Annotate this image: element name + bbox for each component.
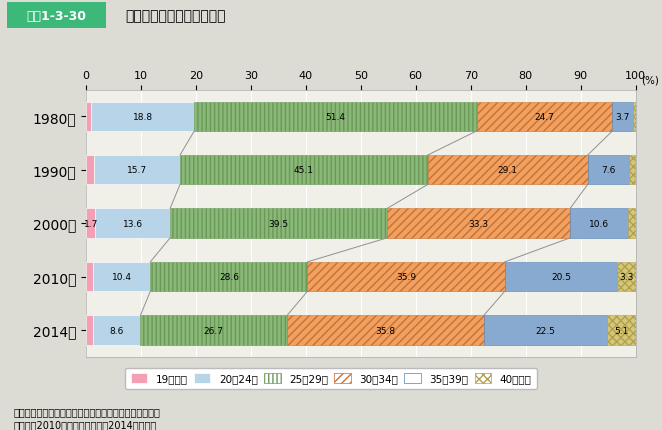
- Legend: 19歳以下, 20〜24歳, 25〜29歳, 30〜34歳, 35〜39歳, 40歳以上: 19歳以下, 20〜24歳, 25〜29歳, 30〜34歳, 35〜39歳, 4…: [125, 368, 537, 389]
- Bar: [195, 102, 477, 132]
- Bar: [588, 156, 630, 185]
- Text: 資料：厚生労働省大臣官房統計情報部「人口動態統計」: 資料：厚生労働省大臣官房統計情報部「人口動態統計」: [13, 406, 160, 416]
- Bar: [95, 209, 170, 238]
- Bar: [588, 156, 630, 185]
- Bar: [93, 316, 140, 345]
- Bar: [170, 209, 387, 238]
- Text: 10.6: 10.6: [589, 219, 609, 228]
- Text: 図表1-3-30: 図表1-3-30: [26, 9, 86, 23]
- Bar: [504, 262, 618, 292]
- Bar: [618, 262, 636, 292]
- Text: 29.1: 29.1: [498, 166, 518, 175]
- Bar: [628, 209, 636, 238]
- Text: 20.5: 20.5: [551, 273, 571, 281]
- Bar: [628, 209, 636, 238]
- Bar: [630, 156, 635, 185]
- Bar: [307, 262, 504, 292]
- Text: 18.8: 18.8: [132, 113, 153, 121]
- Text: 1.7: 1.7: [83, 219, 98, 228]
- Text: 5.1: 5.1: [614, 326, 629, 335]
- Bar: [180, 156, 428, 185]
- Bar: [633, 102, 636, 132]
- Bar: [608, 316, 636, 345]
- Bar: [195, 102, 477, 132]
- Bar: [150, 262, 307, 292]
- Text: 10.4: 10.4: [112, 273, 132, 281]
- Text: 35.8: 35.8: [375, 326, 396, 335]
- Bar: [484, 316, 608, 345]
- Bar: [630, 156, 635, 185]
- Bar: [612, 102, 633, 132]
- Bar: [94, 156, 180, 185]
- Text: 3.3: 3.3: [619, 273, 634, 281]
- Bar: [86, 316, 93, 345]
- Text: 26.7: 26.7: [204, 326, 224, 335]
- Bar: [287, 316, 484, 345]
- Bar: [504, 262, 618, 292]
- Text: 39.5: 39.5: [269, 219, 289, 228]
- Bar: [387, 209, 570, 238]
- Bar: [86, 262, 93, 292]
- Text: 45.1: 45.1: [294, 166, 314, 175]
- Bar: [570, 209, 628, 238]
- Bar: [180, 156, 428, 185]
- Bar: [570, 209, 628, 238]
- Text: 13.6: 13.6: [122, 219, 143, 228]
- Bar: [140, 316, 287, 345]
- Bar: [618, 262, 636, 292]
- Bar: [140, 316, 287, 345]
- FancyBboxPatch shape: [7, 3, 106, 29]
- Text: 7.6: 7.6: [601, 166, 616, 175]
- Text: 22.5: 22.5: [536, 326, 555, 335]
- Text: 3.7: 3.7: [616, 113, 630, 121]
- Bar: [93, 262, 150, 292]
- Text: 51.4: 51.4: [326, 113, 346, 121]
- Bar: [633, 102, 636, 132]
- Bar: [287, 316, 484, 345]
- Text: （注）　2010年までは確定数、2014年は概数: （注） 2010年までは確定数、2014年は概数: [13, 419, 156, 429]
- Bar: [86, 156, 94, 185]
- Text: 15.7: 15.7: [127, 166, 147, 175]
- Bar: [477, 102, 612, 132]
- Bar: [484, 316, 608, 345]
- Text: 8.6: 8.6: [110, 326, 124, 335]
- Text: 母の年齢別出生割合の推移: 母の年齢別出生割合の推移: [126, 9, 226, 23]
- Bar: [428, 156, 588, 185]
- Bar: [612, 102, 633, 132]
- Bar: [387, 209, 570, 238]
- Text: 35.9: 35.9: [396, 273, 416, 281]
- Text: (%): (%): [641, 75, 659, 85]
- Bar: [91, 102, 195, 132]
- Bar: [150, 262, 307, 292]
- Text: 28.6: 28.6: [219, 273, 239, 281]
- Bar: [477, 102, 612, 132]
- Bar: [608, 316, 636, 345]
- Bar: [428, 156, 588, 185]
- Bar: [86, 209, 95, 238]
- Text: 24.7: 24.7: [535, 113, 555, 121]
- Bar: [307, 262, 504, 292]
- Bar: [170, 209, 387, 238]
- Text: 33.3: 33.3: [469, 219, 489, 228]
- Bar: [86, 102, 91, 132]
